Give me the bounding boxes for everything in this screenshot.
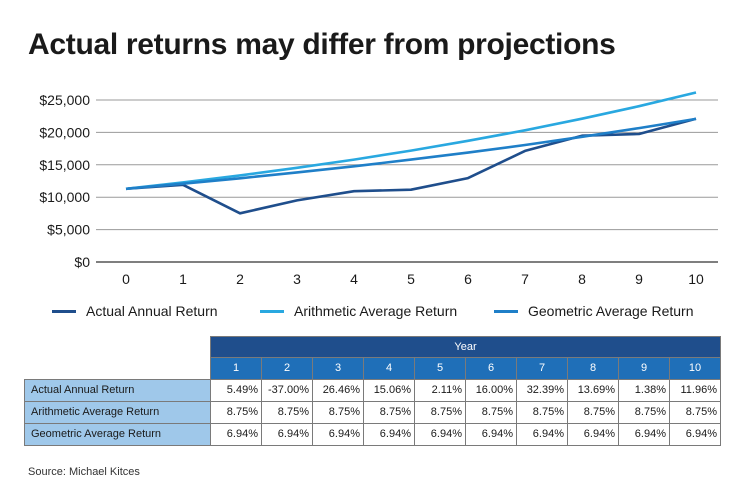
y-tick-label: $25,000 xyxy=(39,92,90,108)
y-tick-label: $20,000 xyxy=(39,124,90,140)
table-cell: 6.94% xyxy=(414,422,466,446)
table-corner xyxy=(25,358,211,380)
y-tick-label: $5,000 xyxy=(47,222,90,238)
row-label: Actual Annual Return xyxy=(24,378,211,402)
chart-legend: Actual Annual Return Arithmetic Average R… xyxy=(52,303,732,323)
column-header: 1 xyxy=(210,357,262,380)
y-tick-label: $15,000 xyxy=(39,157,90,173)
legend-label: Geometric Average Return xyxy=(528,303,694,319)
column-header: 7 xyxy=(516,357,568,380)
row-label: Arithmetic Average Return xyxy=(24,400,211,424)
table-cell: 1.38% xyxy=(618,378,670,402)
table-cell: 6.94% xyxy=(516,422,568,446)
legend-item: Arithmetic Average Return xyxy=(260,303,457,319)
y-tick-label: $10,000 xyxy=(39,189,90,205)
table-cell: 6.94% xyxy=(363,422,415,446)
x-tick-label: 10 xyxy=(688,271,704,287)
table-cell: 6.94% xyxy=(567,422,619,446)
row-label: Geometric Average Return xyxy=(24,422,211,446)
legend-swatch xyxy=(260,309,284,313)
x-tick-label: 2 xyxy=(236,271,244,287)
legend-item: Actual Annual Return xyxy=(52,303,218,319)
column-header: 4 xyxy=(363,357,415,380)
table-cell: 8.75% xyxy=(363,400,415,424)
x-tick-label: 7 xyxy=(521,271,529,287)
table-cell: 8.75% xyxy=(618,400,670,424)
x-tick-label: 6 xyxy=(464,271,472,287)
year-header: Year xyxy=(210,336,721,358)
table-row: Actual Annual Return 5.49% -37.00% 26.46% 15… xyxy=(24,378,721,402)
table-cell: 13.69% xyxy=(567,378,619,402)
y-tick-label: $0 xyxy=(74,254,90,270)
table-cell: 2.11% xyxy=(414,378,466,402)
table-cell: 6.94% xyxy=(261,422,313,446)
legend-swatch xyxy=(52,309,76,313)
returns-table: Year 1 2 3 4 5 6 7 8 9 10 Actual Annual Return 5.4… xyxy=(24,336,721,446)
table-cell: 8.75% xyxy=(210,400,262,424)
column-header: 6 xyxy=(465,357,517,380)
table-cell: 6.94% xyxy=(210,422,262,446)
x-tick-label: 5 xyxy=(407,271,415,287)
column-header: 3 xyxy=(312,357,364,380)
table-cell: 8.75% xyxy=(261,400,313,424)
table-row: Geometric Average Return 6.94% 6.94% 6.94% 6… xyxy=(24,422,721,446)
table-cell: 6.94% xyxy=(669,422,721,446)
x-tick-label: 3 xyxy=(293,271,301,287)
column-header: 10 xyxy=(669,357,721,380)
column-header: 9 xyxy=(618,357,670,380)
column-header: 8 xyxy=(567,357,619,380)
legend-item: Geometric Average Return xyxy=(494,303,694,319)
table-cell: 6.94% xyxy=(465,422,517,446)
table-cell: 8.75% xyxy=(567,400,619,424)
table-cell: 5.49% xyxy=(210,378,262,402)
table-cell: 15.06% xyxy=(363,378,415,402)
table-cell: 8.75% xyxy=(465,400,517,424)
table-cell: 16.00% xyxy=(465,378,517,402)
table-cell: 6.94% xyxy=(618,422,670,446)
chart-title: Actual returns may differ from projectio… xyxy=(28,28,616,61)
column-header-row: 1 2 3 4 5 6 7 8 9 10 xyxy=(25,357,721,380)
table-cell: 26.46% xyxy=(312,378,364,402)
table-cell: 8.75% xyxy=(669,400,721,424)
table-body: Actual Annual Return 5.49% -37.00% 26.46% 15… xyxy=(24,378,721,446)
table-cell: 6.94% xyxy=(312,422,364,446)
column-header: 2 xyxy=(261,357,313,380)
table-cell: 8.75% xyxy=(312,400,364,424)
x-tick-label: 4 xyxy=(350,271,358,287)
series-line-geometric-average-return xyxy=(125,117,697,191)
table-corner xyxy=(25,337,211,358)
legend-label: Actual Annual Return xyxy=(86,303,218,319)
line-chart: $0 $5,000 $10,000 $15,000 $20,000 $25,000 0 1 2 3… xyxy=(39,91,718,287)
legend-swatch xyxy=(494,309,518,313)
table-cell: -37.00% xyxy=(261,378,313,402)
source-note: Source: Michael Kitces xyxy=(28,466,140,478)
table-cell: 8.75% xyxy=(516,400,568,424)
series-line-arithmetic-average-return xyxy=(125,91,697,191)
x-tick-label: 0 xyxy=(122,271,130,287)
x-tick-label: 8 xyxy=(578,271,586,287)
column-header: 5 xyxy=(414,357,466,380)
legend-label: Arithmetic Average Return xyxy=(294,303,458,319)
x-tick-label: 9 xyxy=(635,271,643,287)
table-cell: 11.96% xyxy=(669,378,721,402)
table-cell: 32.39% xyxy=(516,378,568,402)
x-tick-label: 1 xyxy=(179,271,187,287)
table-row: Arithmetic Average Return 8.75% 8.75% 8.75%… xyxy=(24,400,721,424)
table-cell: 8.75% xyxy=(414,400,466,424)
